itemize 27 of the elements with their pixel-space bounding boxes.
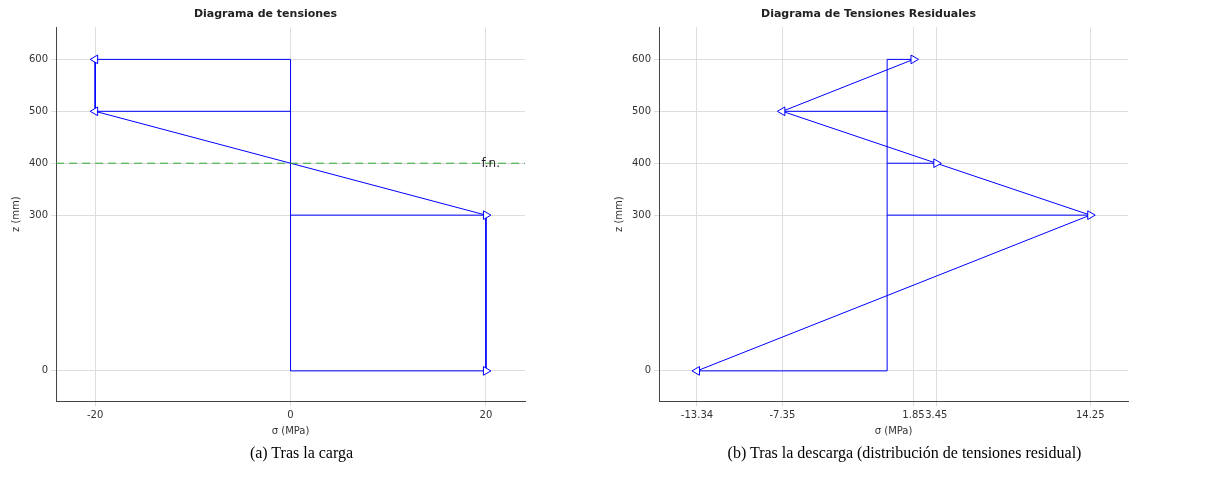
y-axis-title: z (mm): [9, 196, 21, 232]
y-tick-label: 0: [644, 364, 652, 376]
y-tick-label: 600: [631, 52, 652, 64]
x-tick-label: 1.85: [902, 408, 925, 420]
y-axis-title: z (mm): [612, 196, 624, 232]
text: (b) Tras la descarga (distribución de tensiones residual): [726, 444, 1083, 462]
x-tick-label: -7.35: [769, 408, 796, 420]
chart-title: Diagrama de tensiones: [193, 7, 338, 21]
x-axis-title: σ (MPa): [874, 424, 913, 436]
y-tick-label: 300: [28, 208, 49, 220]
y-tick-label: 500: [631, 104, 652, 116]
x-tick-label: -13.34: [680, 408, 714, 420]
y-tick-label: 500: [28, 104, 49, 116]
chart-title: Diagrama de Tensiones Residuales: [761, 7, 977, 21]
x-tick-label: 20: [479, 408, 493, 420]
x-tick-label: -20: [86, 408, 104, 420]
y-tick-label: 600: [28, 52, 49, 64]
text: (a) Tras la carga: [248, 444, 355, 462]
x-tick-label: 0: [287, 408, 294, 420]
y-tick-label: 0: [41, 364, 49, 376]
ref-line-label: f.n.: [481, 156, 500, 171]
x-tick-label: 14.25: [1075, 408, 1105, 420]
y-tick-label: 400: [28, 156, 49, 168]
y-tick-label: 400: [631, 156, 652, 168]
x-axis-title: σ (MPa): [271, 424, 310, 436]
x-tick-label: 3.45: [925, 408, 948, 420]
y-tick-label: 300: [631, 208, 652, 220]
